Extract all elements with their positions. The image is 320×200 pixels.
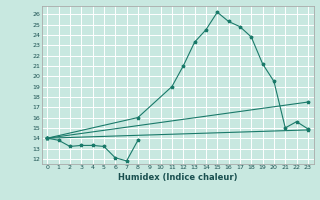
X-axis label: Humidex (Indice chaleur): Humidex (Indice chaleur) — [118, 173, 237, 182]
